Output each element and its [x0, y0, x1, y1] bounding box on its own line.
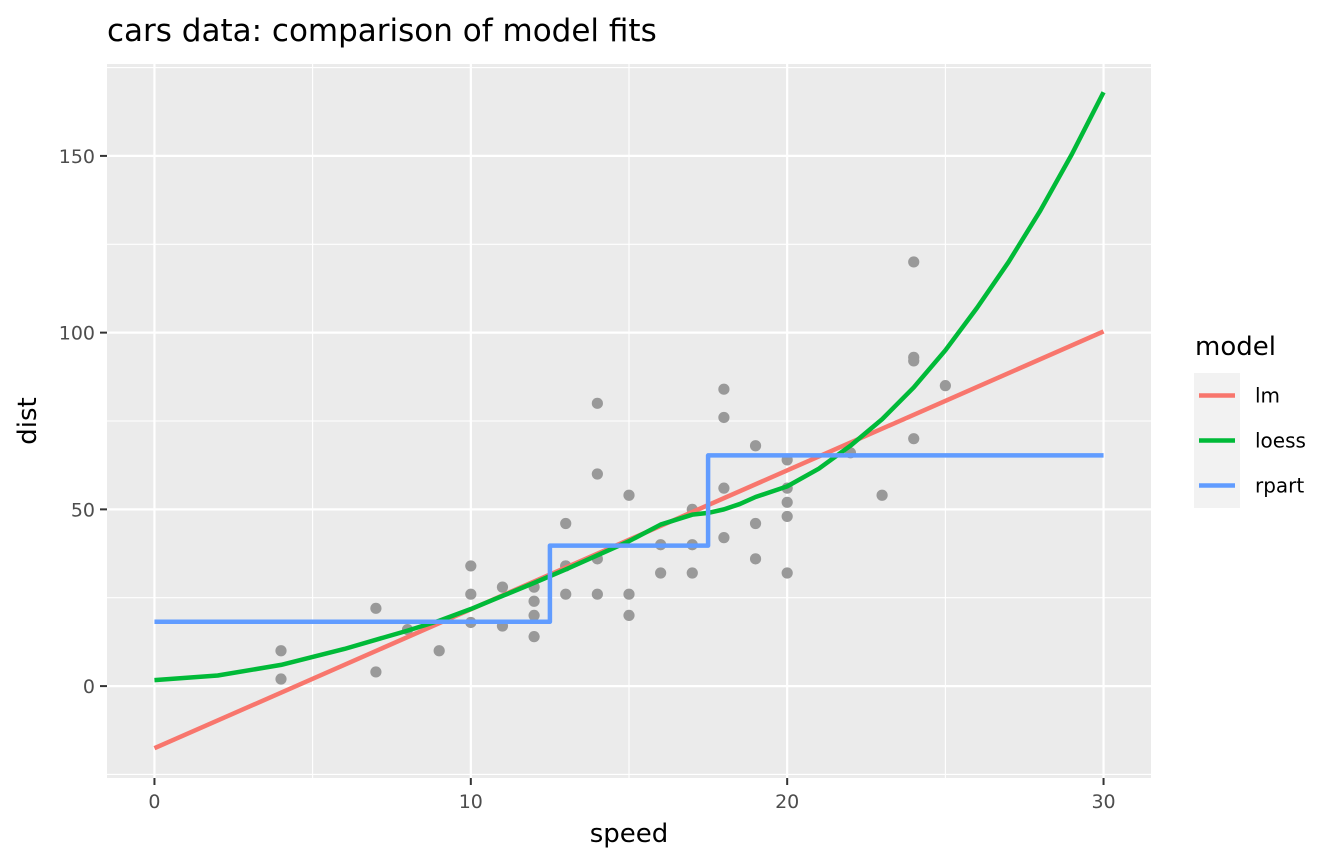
data-point — [370, 602, 382, 614]
data-point — [908, 351, 920, 363]
data-point — [749, 517, 762, 530]
legend-title: model — [1195, 332, 1276, 362]
series-line-rpart — [154, 453, 1104, 625]
data-point — [939, 380, 951, 392]
legend-label-lm: lm — [1255, 384, 1280, 408]
y-axis: 0 50 100 150 — [59, 146, 107, 698]
legend-label-loess: loess — [1255, 429, 1306, 453]
data-point — [275, 645, 287, 657]
data-point — [465, 588, 477, 600]
data-point — [275, 673, 287, 685]
x-axis: 0 10 20 30 — [148, 778, 1116, 813]
data-point — [718, 383, 730, 395]
x-axis-title: speed — [590, 819, 669, 849]
data-point — [560, 588, 572, 600]
data-point — [591, 588, 603, 600]
data-point — [749, 440, 762, 452]
data-point — [465, 560, 477, 572]
data-point — [370, 666, 382, 678]
legend-label-rpart: rpart — [1255, 474, 1304, 498]
data-point — [718, 482, 730, 494]
minor-gridlines — [107, 64, 1151, 778]
data-point — [781, 496, 793, 508]
data-point — [908, 256, 920, 268]
legend-keys: lm loess rpart — [1194, 373, 1306, 508]
data-point — [528, 609, 540, 622]
data-point — [718, 411, 730, 424]
data-point — [908, 433, 920, 445]
data-point — [876, 489, 888, 501]
data-point — [749, 553, 762, 565]
y-tick-label: 150 — [59, 146, 95, 168]
y-axis-title: dist — [13, 397, 43, 444]
data-point — [591, 468, 603, 480]
major-gridlines — [107, 64, 1151, 778]
legend: model lm loess rpart — [1194, 332, 1306, 508]
x-tick-label: 20 — [775, 791, 799, 813]
data-point — [528, 631, 540, 643]
data-point — [528, 595, 540, 607]
y-tick-label: 0 — [83, 676, 95, 698]
data-point — [623, 609, 635, 622]
y-tick-label: 100 — [59, 323, 95, 345]
data-point — [781, 510, 793, 523]
data-point — [591, 397, 603, 409]
data-point — [433, 645, 445, 657]
x-tick-label: 10 — [459, 791, 483, 813]
data-point — [686, 567, 698, 579]
x-tick-label: 30 — [1091, 791, 1115, 813]
data-point — [623, 588, 635, 600]
model-fit-lines — [153, 91, 1106, 751]
data-point — [623, 489, 635, 501]
x-tick-label: 0 — [148, 791, 160, 813]
chart-title: cars data: comparison of model fits — [107, 13, 657, 49]
data-point — [496, 581, 509, 593]
data-point — [718, 532, 730, 544]
data-point — [560, 517, 572, 530]
y-tick-label: 50 — [71, 499, 95, 521]
data-point — [781, 567, 793, 579]
data-point — [655, 567, 667, 579]
